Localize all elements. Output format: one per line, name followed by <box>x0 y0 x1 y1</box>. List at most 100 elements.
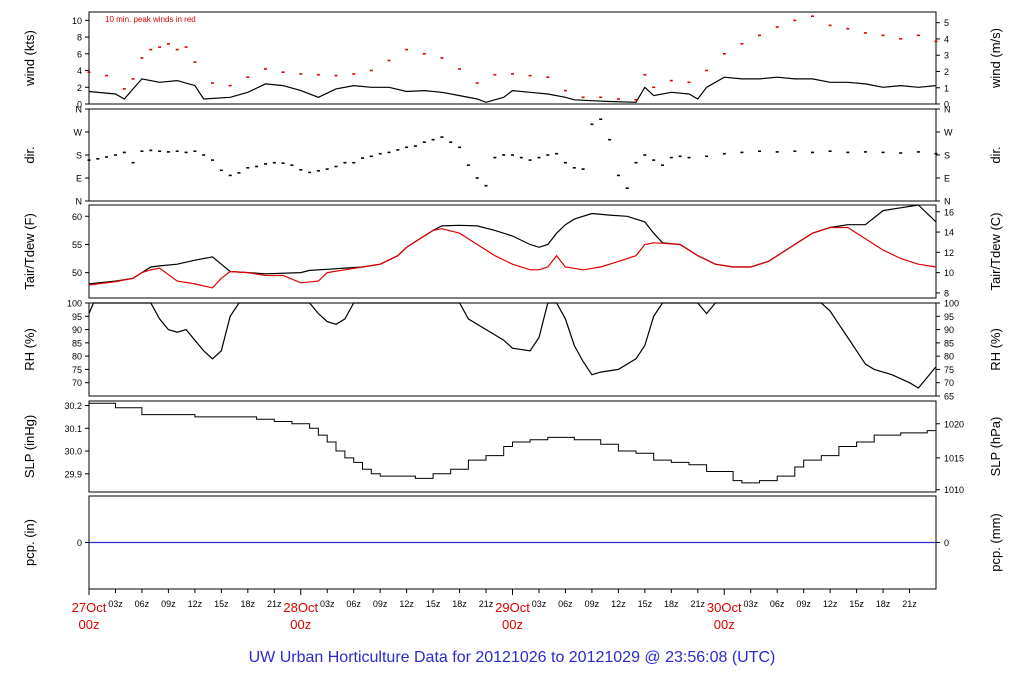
data-point-dir <box>369 155 373 158</box>
data-point-wind <box>87 71 91 73</box>
data-point-dir <box>202 154 206 156</box>
data-point-wind <box>131 78 135 80</box>
xtick-day-date: 28Oct <box>283 600 318 615</box>
data-point-dir <box>405 146 409 149</box>
data-point-wind <box>722 53 726 55</box>
data-point-dir <box>166 151 170 153</box>
ylabel-left-wind: wind (kts) <box>22 30 37 87</box>
xtick-label: 15z <box>214 599 229 609</box>
data-point-dir <box>87 159 91 161</box>
data-point-dir <box>255 165 259 168</box>
data-point-dir <box>219 169 223 172</box>
ylabel-right-rh: RH (%) <box>988 328 1003 371</box>
data-point-dir <box>272 161 276 164</box>
data-point-dir <box>846 151 850 154</box>
ytick-label-left-dir: E <box>76 174 82 184</box>
ytick-label-right-temp: 8 <box>944 288 949 298</box>
data-point-dir <box>705 155 709 158</box>
ytick-label-left-dir: N <box>76 197 83 207</box>
data-point-wind <box>669 79 673 82</box>
data-point-wind <box>705 69 709 72</box>
xtick-label: 18z <box>241 599 256 609</box>
data-point-wind <box>458 68 462 70</box>
data-point-dir <box>652 159 656 161</box>
data-point-wind <box>475 82 479 84</box>
footer-title: UW Urban Horticulture Data for 20121026 … <box>248 649 776 666</box>
data-point-dir <box>131 161 135 164</box>
data-point-wind <box>387 59 391 62</box>
ylabel-left-dir: dir. <box>22 146 37 163</box>
ytick-label-left-temp: 60 <box>72 212 82 222</box>
data-point-dir <box>590 123 594 126</box>
panel-frame-slp <box>88 400 937 493</box>
data-point-wind <box>758 34 761 37</box>
data-point-dir <box>916 151 920 153</box>
data-point-wind <box>166 43 170 45</box>
data-point-wind <box>581 96 585 99</box>
data-point-dir <box>211 159 214 161</box>
ytick-label-right-dir: W <box>944 128 953 138</box>
ytick-label-left-wind: 6 <box>77 49 82 59</box>
ytick-label-left-rh: 100 <box>67 299 82 309</box>
ytick-label-right-slp: 1020 <box>944 419 964 429</box>
ytick-label-left-rh: 95 <box>72 312 82 322</box>
data-point-dir <box>105 156 109 158</box>
data-point-dir <box>678 155 682 158</box>
data-point-dir <box>193 150 197 152</box>
data-point-wind <box>828 24 832 27</box>
data-point-wind <box>881 34 885 37</box>
data-point-dir <box>537 156 541 159</box>
ytick-label-left-dir: N <box>76 105 83 115</box>
xtick-label: 09z <box>796 599 811 609</box>
data-point-wind <box>934 40 938 43</box>
data-point-dir <box>184 151 188 154</box>
ytick-label-left-rh: 75 <box>72 365 82 375</box>
series-line-wind-0 <box>88 76 937 103</box>
annotation-wind: 10 min. peak winds in red <box>105 15 196 24</box>
xtick-day-date: 30Oct <box>707 600 742 615</box>
xtick-label: 06z <box>770 599 785 609</box>
ytick-label-left-slp: 29.9 <box>64 469 82 479</box>
xtick-label: 09z <box>585 599 600 609</box>
data-point-dir <box>140 150 144 152</box>
ytick-label-left-temp: 55 <box>72 240 82 250</box>
data-point-wind <box>599 96 603 99</box>
data-point-dir <box>687 156 691 159</box>
data-point-dir <box>449 141 453 143</box>
panel-frame-temp <box>88 204 937 299</box>
data-point-wind <box>184 46 188 48</box>
data-point-wind <box>211 82 214 84</box>
data-point-wind <box>793 19 797 22</box>
xtick-label: 15z <box>849 599 864 609</box>
data-point-dir <box>563 161 567 164</box>
data-point-dir <box>811 151 814 154</box>
data-point-wind <box>916 34 920 37</box>
data-point-dir <box>519 156 523 159</box>
data-point-dir <box>484 184 488 187</box>
ytick-label-right-rh: 95 <box>944 312 954 322</box>
data-point-wind <box>105 74 109 77</box>
data-point-wind <box>546 76 550 78</box>
data-point-dir <box>122 151 126 154</box>
data-point-wind <box>264 68 267 70</box>
ytick-label-right-dir: S <box>944 151 950 161</box>
data-point-dir <box>361 157 364 159</box>
ytick-label-right-dir: N <box>944 105 951 115</box>
data-point-dir <box>555 152 559 155</box>
data-point-wind <box>440 57 444 59</box>
xtick-day-time: 00z <box>502 617 523 632</box>
xtick-label: 03z <box>108 599 123 609</box>
ytick-label-left-dir: S <box>76 151 82 161</box>
ytick-label-right-temp: 14 <box>944 228 954 238</box>
data-point-wind <box>369 69 373 72</box>
data-point-wind <box>316 73 320 76</box>
data-point-dir <box>325 168 329 170</box>
data-point-wind <box>246 76 250 78</box>
data-point-wind <box>193 61 197 63</box>
series-step-slp-0 <box>89 402 936 484</box>
data-point-wind <box>405 48 409 51</box>
data-point-wind <box>149 48 153 51</box>
data-point-wind <box>511 73 514 75</box>
ytick-label-left-rh: 70 <box>72 378 82 388</box>
data-point-dir <box>413 145 417 147</box>
